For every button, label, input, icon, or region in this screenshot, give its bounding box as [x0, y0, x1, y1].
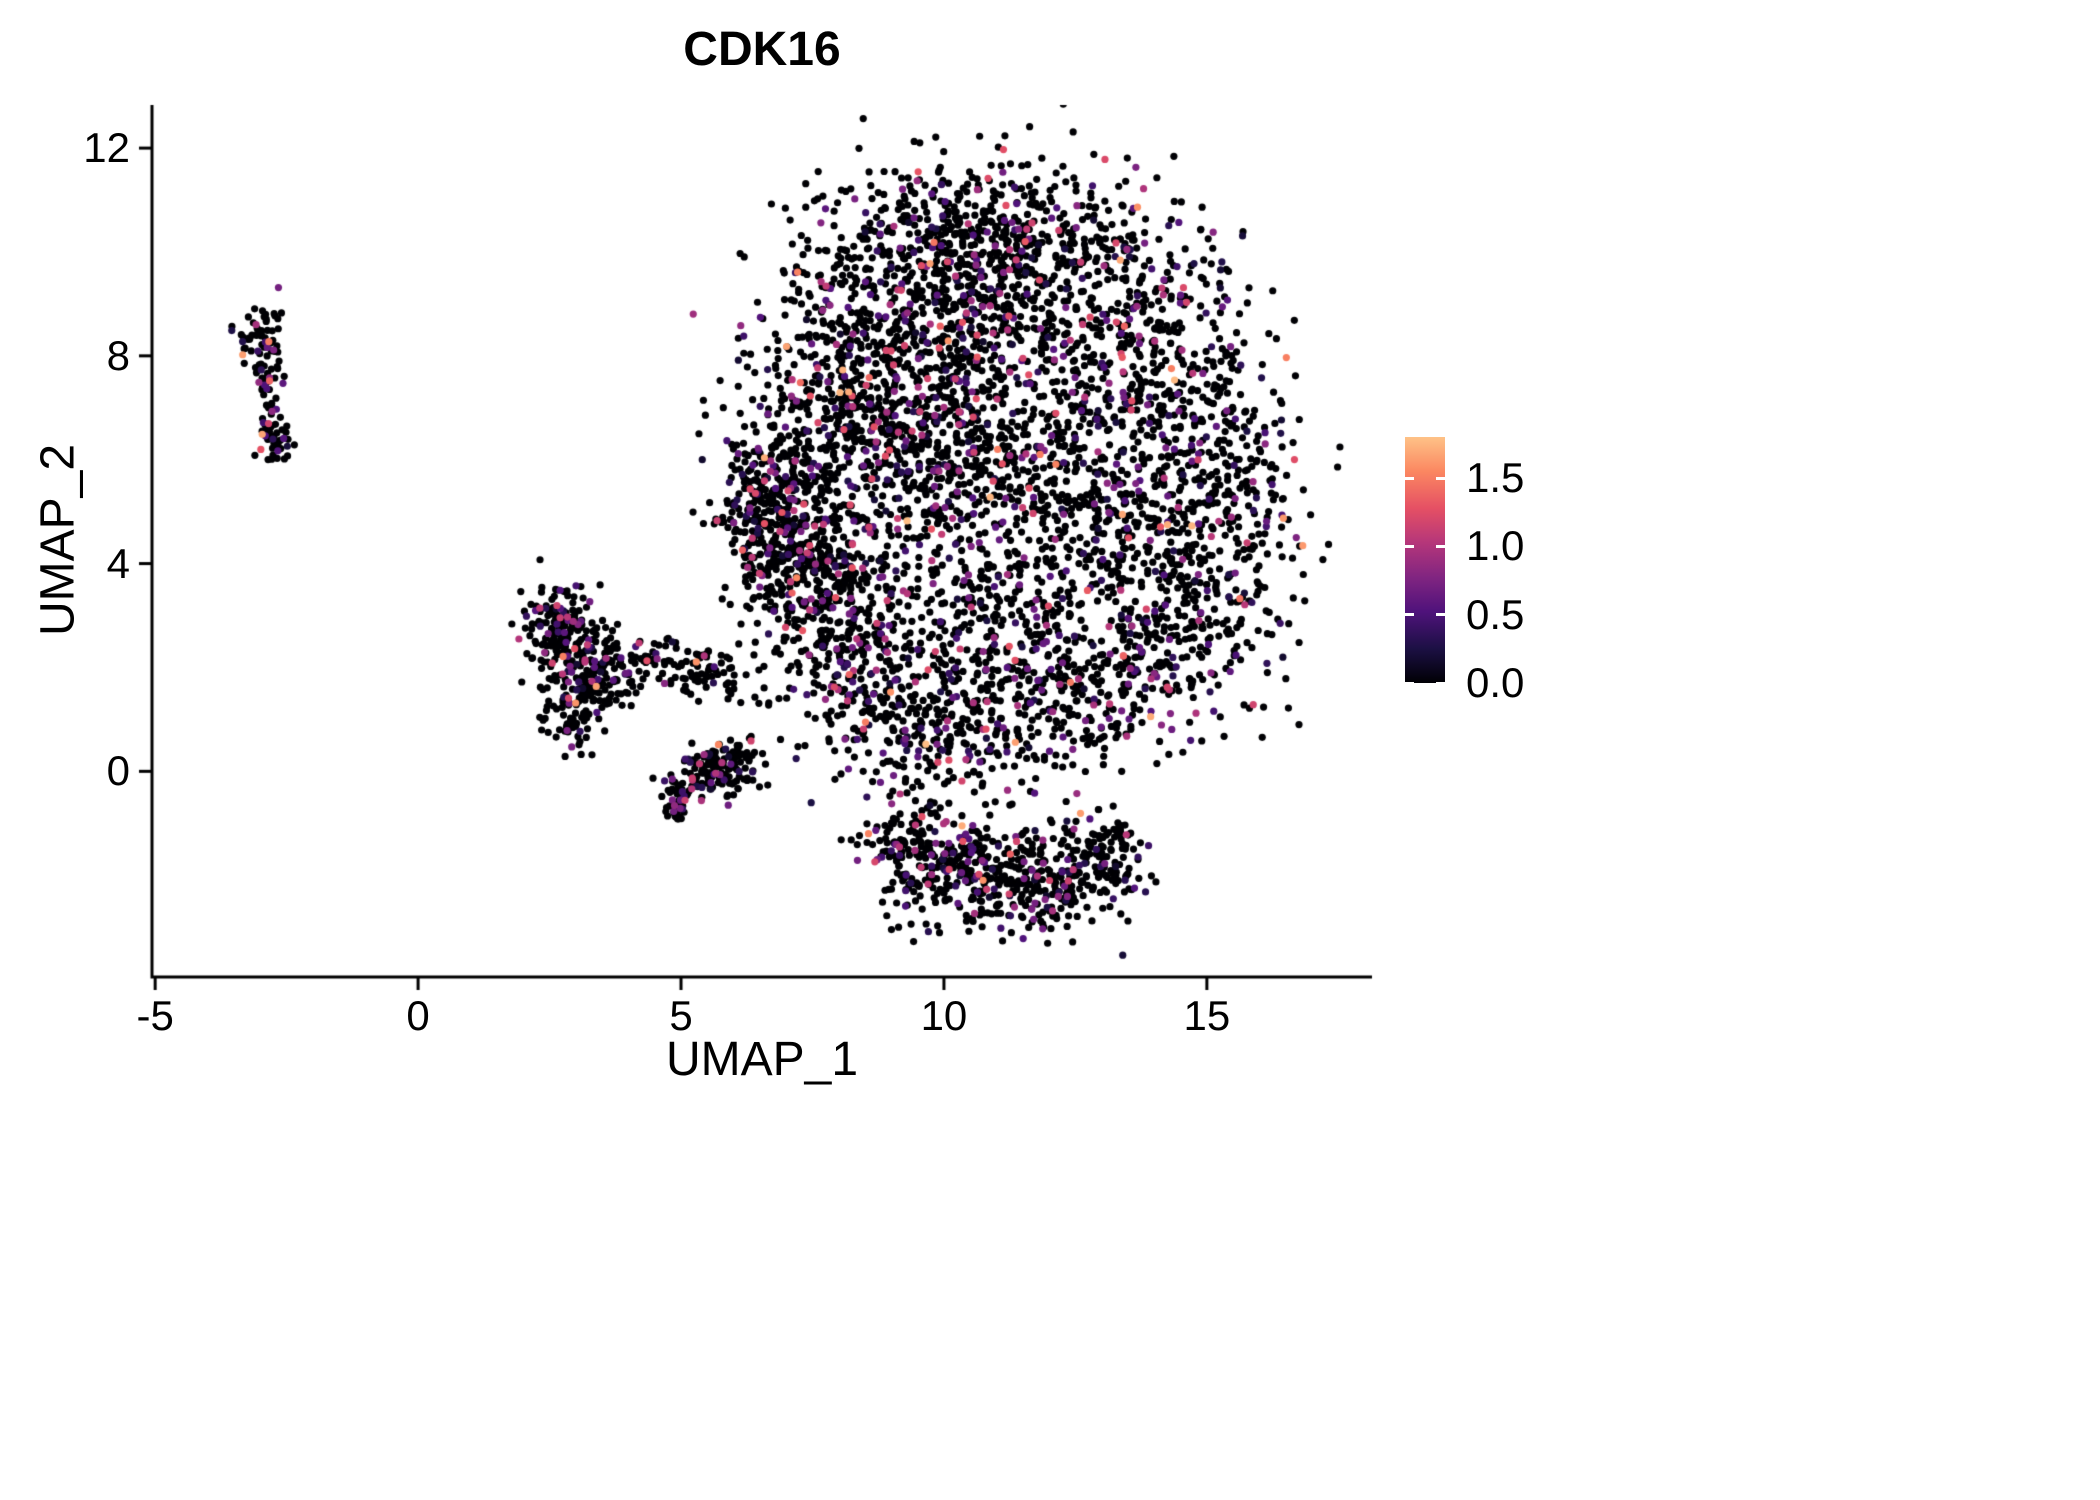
x-tick-label: -5	[136, 992, 174, 1039]
colorbar-tick-label: 1.0	[1466, 522, 1525, 570]
x-tick-label: 0	[406, 992, 430, 1039]
colorbar-gradient	[1405, 437, 1445, 683]
colorbar-tick-label: 0.5	[1466, 590, 1525, 638]
plot-title: CDK16	[683, 23, 841, 76]
colorbar-tick-mark	[1436, 476, 1445, 480]
y-tick-label: 8	[106, 331, 130, 379]
colorbar-tick-mark	[1405, 681, 1414, 685]
colorbar-tick-mark	[1436, 613, 1445, 617]
y-tick-label: 0	[106, 747, 130, 795]
colorbar-tick-label: 1.5	[1466, 454, 1525, 501]
colorbar-tick-mark	[1405, 476, 1414, 480]
x-tick-label: 15	[1183, 992, 1231, 1039]
colorbar-tick-label: 0.0	[1466, 659, 1525, 706]
colorbar-tick-mark	[1436, 544, 1445, 548]
colorbar-tick-mark	[1405, 544, 1414, 548]
colorbar-tick-mark	[1405, 613, 1414, 617]
y-tick-label: 12	[83, 124, 130, 172]
colorbar-tick-mark	[1436, 681, 1445, 685]
x-tick-label: 10	[920, 992, 968, 1039]
x-tick-label: 5	[669, 992, 693, 1039]
y-tick-label: 4	[106, 539, 130, 587]
x-axis-label: UMAP_1	[665, 1033, 859, 1086]
y-axis-label: UMAP_2	[31, 443, 85, 637]
